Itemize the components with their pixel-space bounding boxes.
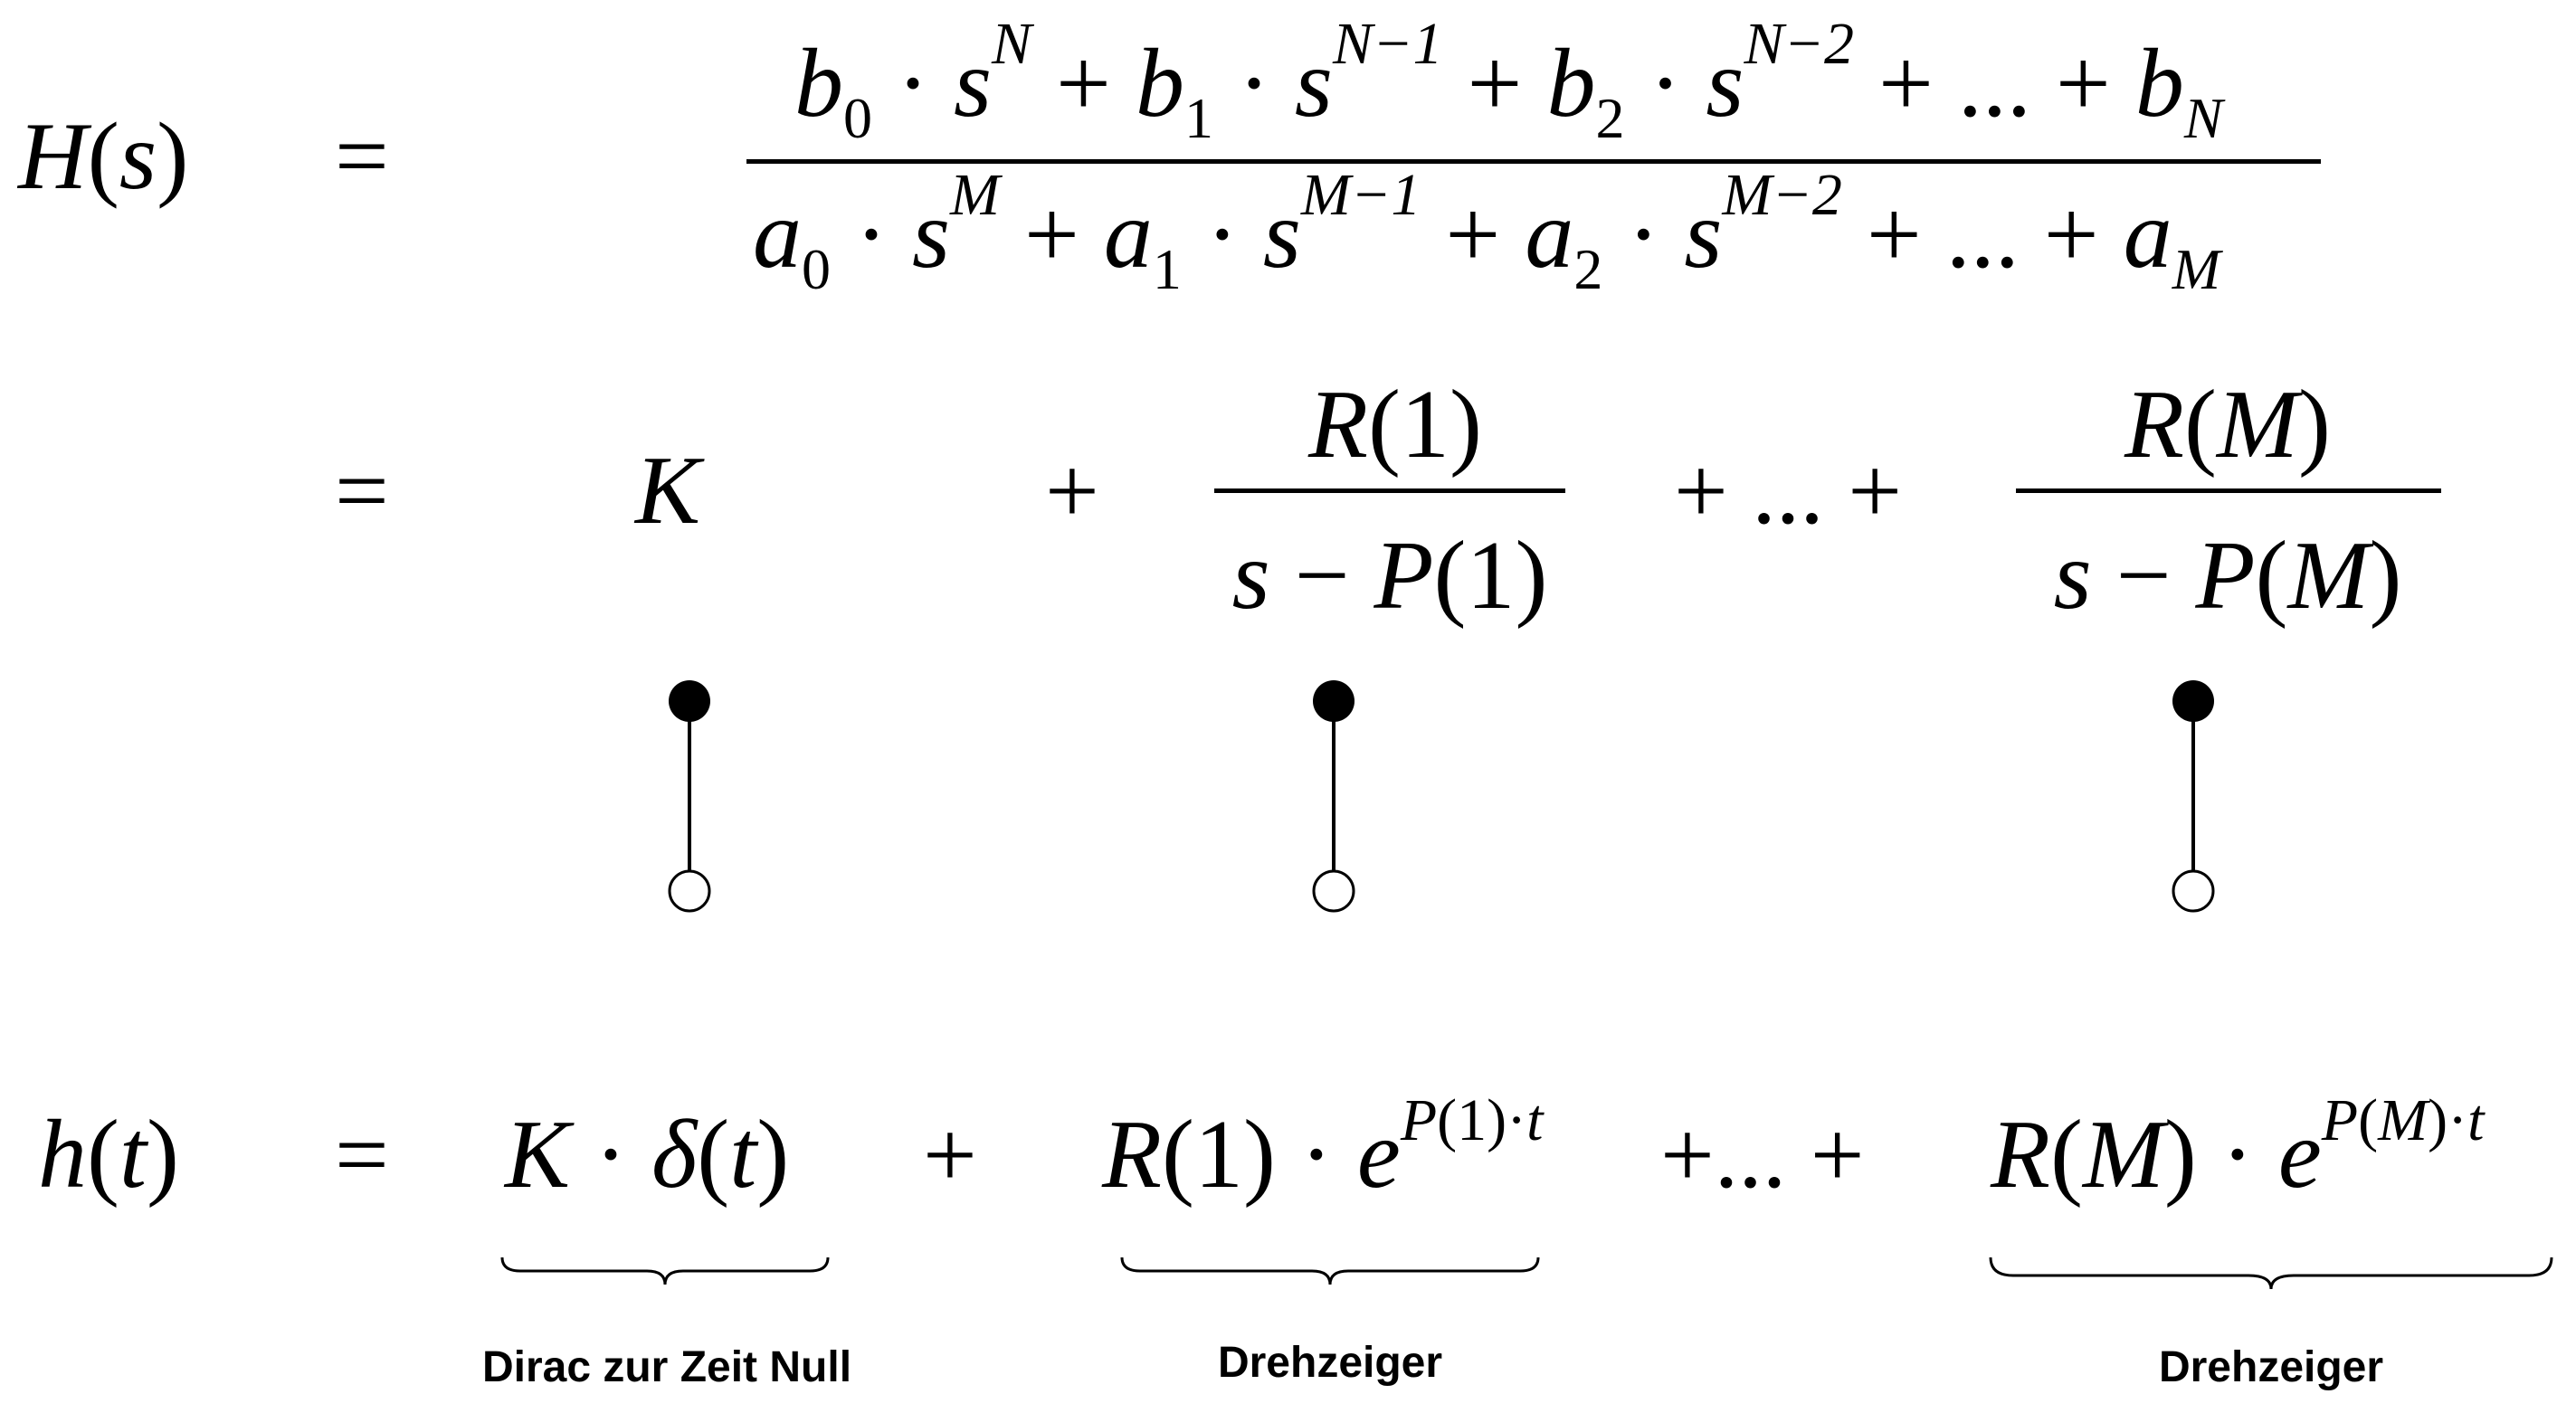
underbrace-dirac xyxy=(500,1257,830,1285)
residue-1: R(1) xyxy=(1307,371,1482,479)
pole-denominator-1: s − P(1) xyxy=(1232,522,1548,630)
residue-M: R(M) xyxy=(2124,371,2331,479)
dirac-term: K · δ(t) xyxy=(503,1101,789,1209)
fraction-bar-main xyxy=(746,159,2321,164)
caption-rotating-phasor-2: Drehzeiger xyxy=(2159,1343,2383,1391)
correspondence-symbol-K xyxy=(668,680,711,913)
underbraces xyxy=(500,1257,2553,1290)
underbrace-term-M xyxy=(1989,1257,2553,1290)
equals-sign-1: = xyxy=(335,103,389,209)
partial-fraction-row: = K + R(1) s − P(1) + ... + R(M) s − P(M… xyxy=(335,371,2441,630)
hollow-circle-icon xyxy=(668,869,711,913)
correspondence-links xyxy=(668,680,2215,913)
filled-circle-icon xyxy=(1313,680,1355,722)
hollow-circle-icon xyxy=(1312,869,1355,913)
equals-sign-3: = xyxy=(335,1102,389,1208)
caption-rotating-phasor-1: Drehzeiger xyxy=(1218,1339,1442,1387)
numerator-polynomial: b0 · sN + b1 · sN−1 + b2 · sN−2 + ... + … xyxy=(794,11,2226,150)
pole-denominator-M: s − P(M) xyxy=(2054,522,2402,630)
hollow-circle-icon xyxy=(2172,869,2215,913)
filled-circle-icon xyxy=(669,680,710,722)
constant-K: K xyxy=(633,437,705,545)
ellipsis-terms-row2: + ... + xyxy=(1674,438,1902,544)
plus-sign-1: + xyxy=(1045,438,1099,544)
transfer-function-row: H(s) = b0 · sN + b1 · sN−1 + b2 · sN−2 +… xyxy=(16,11,2321,301)
fraction-bar-term-M xyxy=(2016,488,2441,493)
equals-sign-2: = xyxy=(335,438,389,544)
impulse-response-lhs: h(t) xyxy=(38,1101,179,1209)
correspondence-symbol-term-M xyxy=(2172,680,2215,913)
transfer-function-lhs: H(s) xyxy=(16,103,188,209)
denominator-polynomial: a0 · sM + a1 · sM−1 + a2 · sM−2 + ... + … xyxy=(753,162,2224,301)
captions: Dirac zur Zeit Null Drehzeiger Drehzeige… xyxy=(482,1339,2383,1391)
ellipsis-terms-row3: +... + xyxy=(1660,1102,1865,1208)
fraction-bar-term-1 xyxy=(1214,488,1565,493)
plus-sign-2: + xyxy=(923,1102,977,1208)
caption-dirac: Dirac zur Zeit Null xyxy=(482,1343,851,1391)
correspondence-symbol-term-1 xyxy=(1312,680,1355,913)
rotating-phasor-term-1: R(1) · eP(1)·t xyxy=(1101,1087,1545,1209)
impulse-response-row: h(t) = K · δ(t) + R(1) · eP(1)·t +... + … xyxy=(38,1087,2486,1209)
underbrace-term-1 xyxy=(1120,1257,1540,1285)
rotating-phasor-term-M: R(M) · eP(M)·t xyxy=(1990,1087,2486,1209)
filled-circle-icon xyxy=(2172,680,2214,722)
